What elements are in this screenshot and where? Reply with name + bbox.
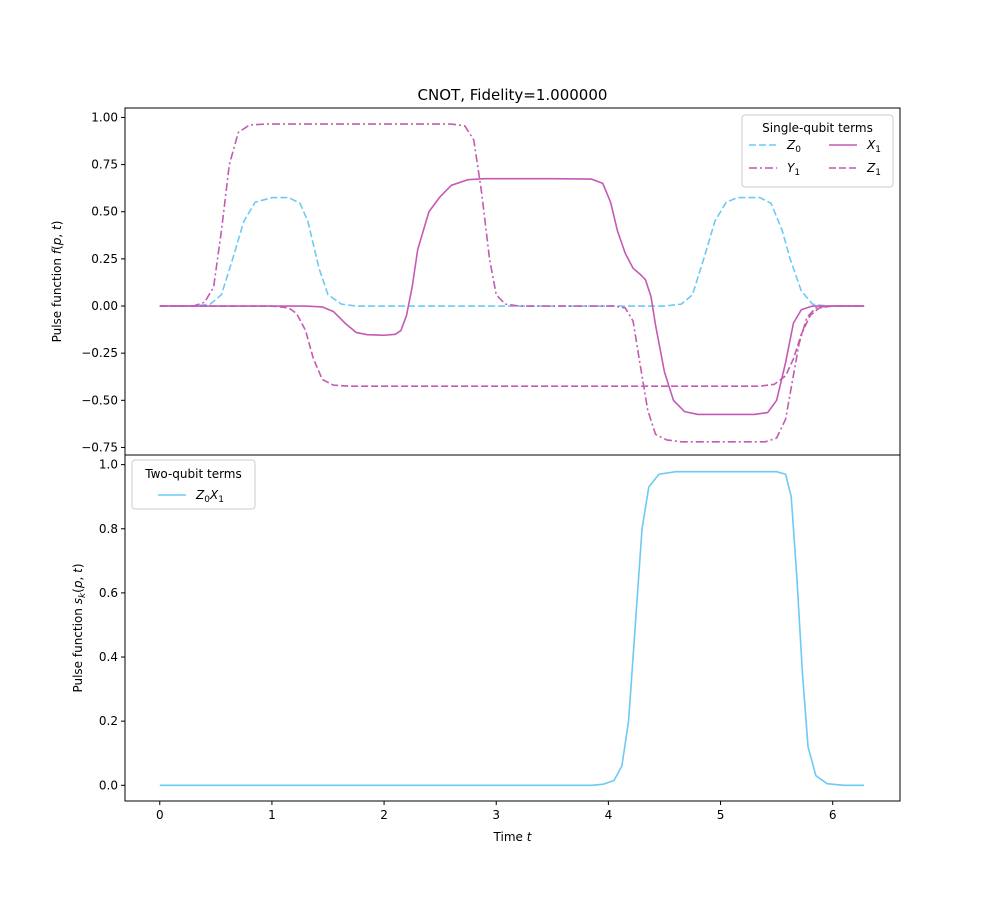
series-line-p0-2 [159, 123, 865, 443]
x-tick-label: 1 [268, 808, 276, 822]
legend-box [131, 459, 256, 510]
top-y-ticks: 1.00 0.75 0.50 0.25 0.00 −0.25 −0.50 −0.75 [81, 110, 125, 454]
legend-entry-label: Z1 [866, 161, 881, 178]
y-tick-label: 1.0 [99, 458, 118, 472]
top-y-axis-label: Pulse function f(p, t) [50, 221, 64, 343]
y-tick-label: 0.4 [99, 650, 118, 664]
legend-entry-label: Y1 [787, 161, 800, 178]
chart-title: CNOT, Fidelity=1.000000 [418, 86, 608, 104]
legend-entry-label: Z0 [786, 138, 801, 155]
bottom-legend: Two-qubit terms Z0X1 [131, 459, 256, 510]
y-tick-label: 0.8 [99, 522, 118, 536]
y-tick-label: 0.2 [99, 714, 118, 728]
y-tick-label: 1.00 [91, 110, 118, 124]
y-tick-label: 0.6 [99, 586, 118, 600]
y-tick-label: 0.25 [91, 252, 118, 266]
x-tick-label: 0 [156, 808, 164, 822]
x-tick-label: 6 [829, 808, 837, 822]
legend-entry-label: Z0X1 [195, 488, 224, 505]
x-tick-label: 5 [717, 808, 725, 822]
y-tick-label: 0.0 [99, 778, 118, 792]
y-tick-label: −0.75 [81, 440, 118, 454]
series-line-p0-1 [159, 177, 865, 416]
x-tick-label: 3 [492, 808, 500, 822]
bottom-axes-frame [124, 454, 901, 802]
x-tick-label: 2 [380, 808, 388, 822]
legend-title: Two-qubit terms [144, 467, 242, 481]
legend-box [741, 114, 894, 188]
y-tick-label: −0.25 [81, 346, 118, 360]
top-panel: 1.00 0.75 0.50 0.25 0.00 −0.25 −0.50 −0.75 Puls… [50, 107, 901, 459]
series-line-p1-0 [159, 470, 865, 787]
top-series-group [159, 123, 865, 443]
y-tick-label: −0.50 [81, 393, 118, 407]
y-tick-label: 0.00 [91, 299, 118, 313]
y-tick-label: 0.75 [91, 158, 118, 172]
legend-title: Single-qubit terms [762, 121, 873, 135]
bottom-plot-area [125, 455, 900, 801]
y-tick-label: 0.50 [91, 205, 118, 219]
bottom-x-ticks: 0 1 2 3 4 5 6 [156, 801, 837, 822]
bottom-y-ticks: 0.0 0.2 0.4 0.6 0.8 1.0 [99, 458, 125, 792]
x-tick-label: 4 [605, 808, 613, 822]
series-line-p0-0 [159, 196, 865, 307]
series-line-p0-3 [159, 305, 865, 387]
x-axis-label: Time t [493, 830, 533, 844]
legend-entry-label: X1 [866, 138, 881, 155]
bottom-series-group [159, 470, 865, 787]
top-legend: Single-qubit terms Z0 Y1 X1 Z1 [741, 114, 894, 188]
